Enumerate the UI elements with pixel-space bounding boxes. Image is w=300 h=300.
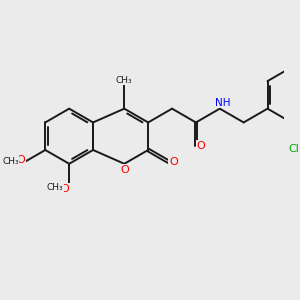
Text: CH₃: CH₃ xyxy=(2,157,19,166)
Text: O: O xyxy=(16,155,25,165)
Text: O: O xyxy=(120,165,129,175)
Text: O: O xyxy=(169,157,178,167)
Text: O: O xyxy=(196,141,205,151)
Text: Cl: Cl xyxy=(289,144,300,154)
Text: CH₃: CH₃ xyxy=(116,76,133,85)
Text: O: O xyxy=(61,184,69,194)
Text: NH: NH xyxy=(215,98,230,108)
Text: CH₃: CH₃ xyxy=(46,183,63,192)
